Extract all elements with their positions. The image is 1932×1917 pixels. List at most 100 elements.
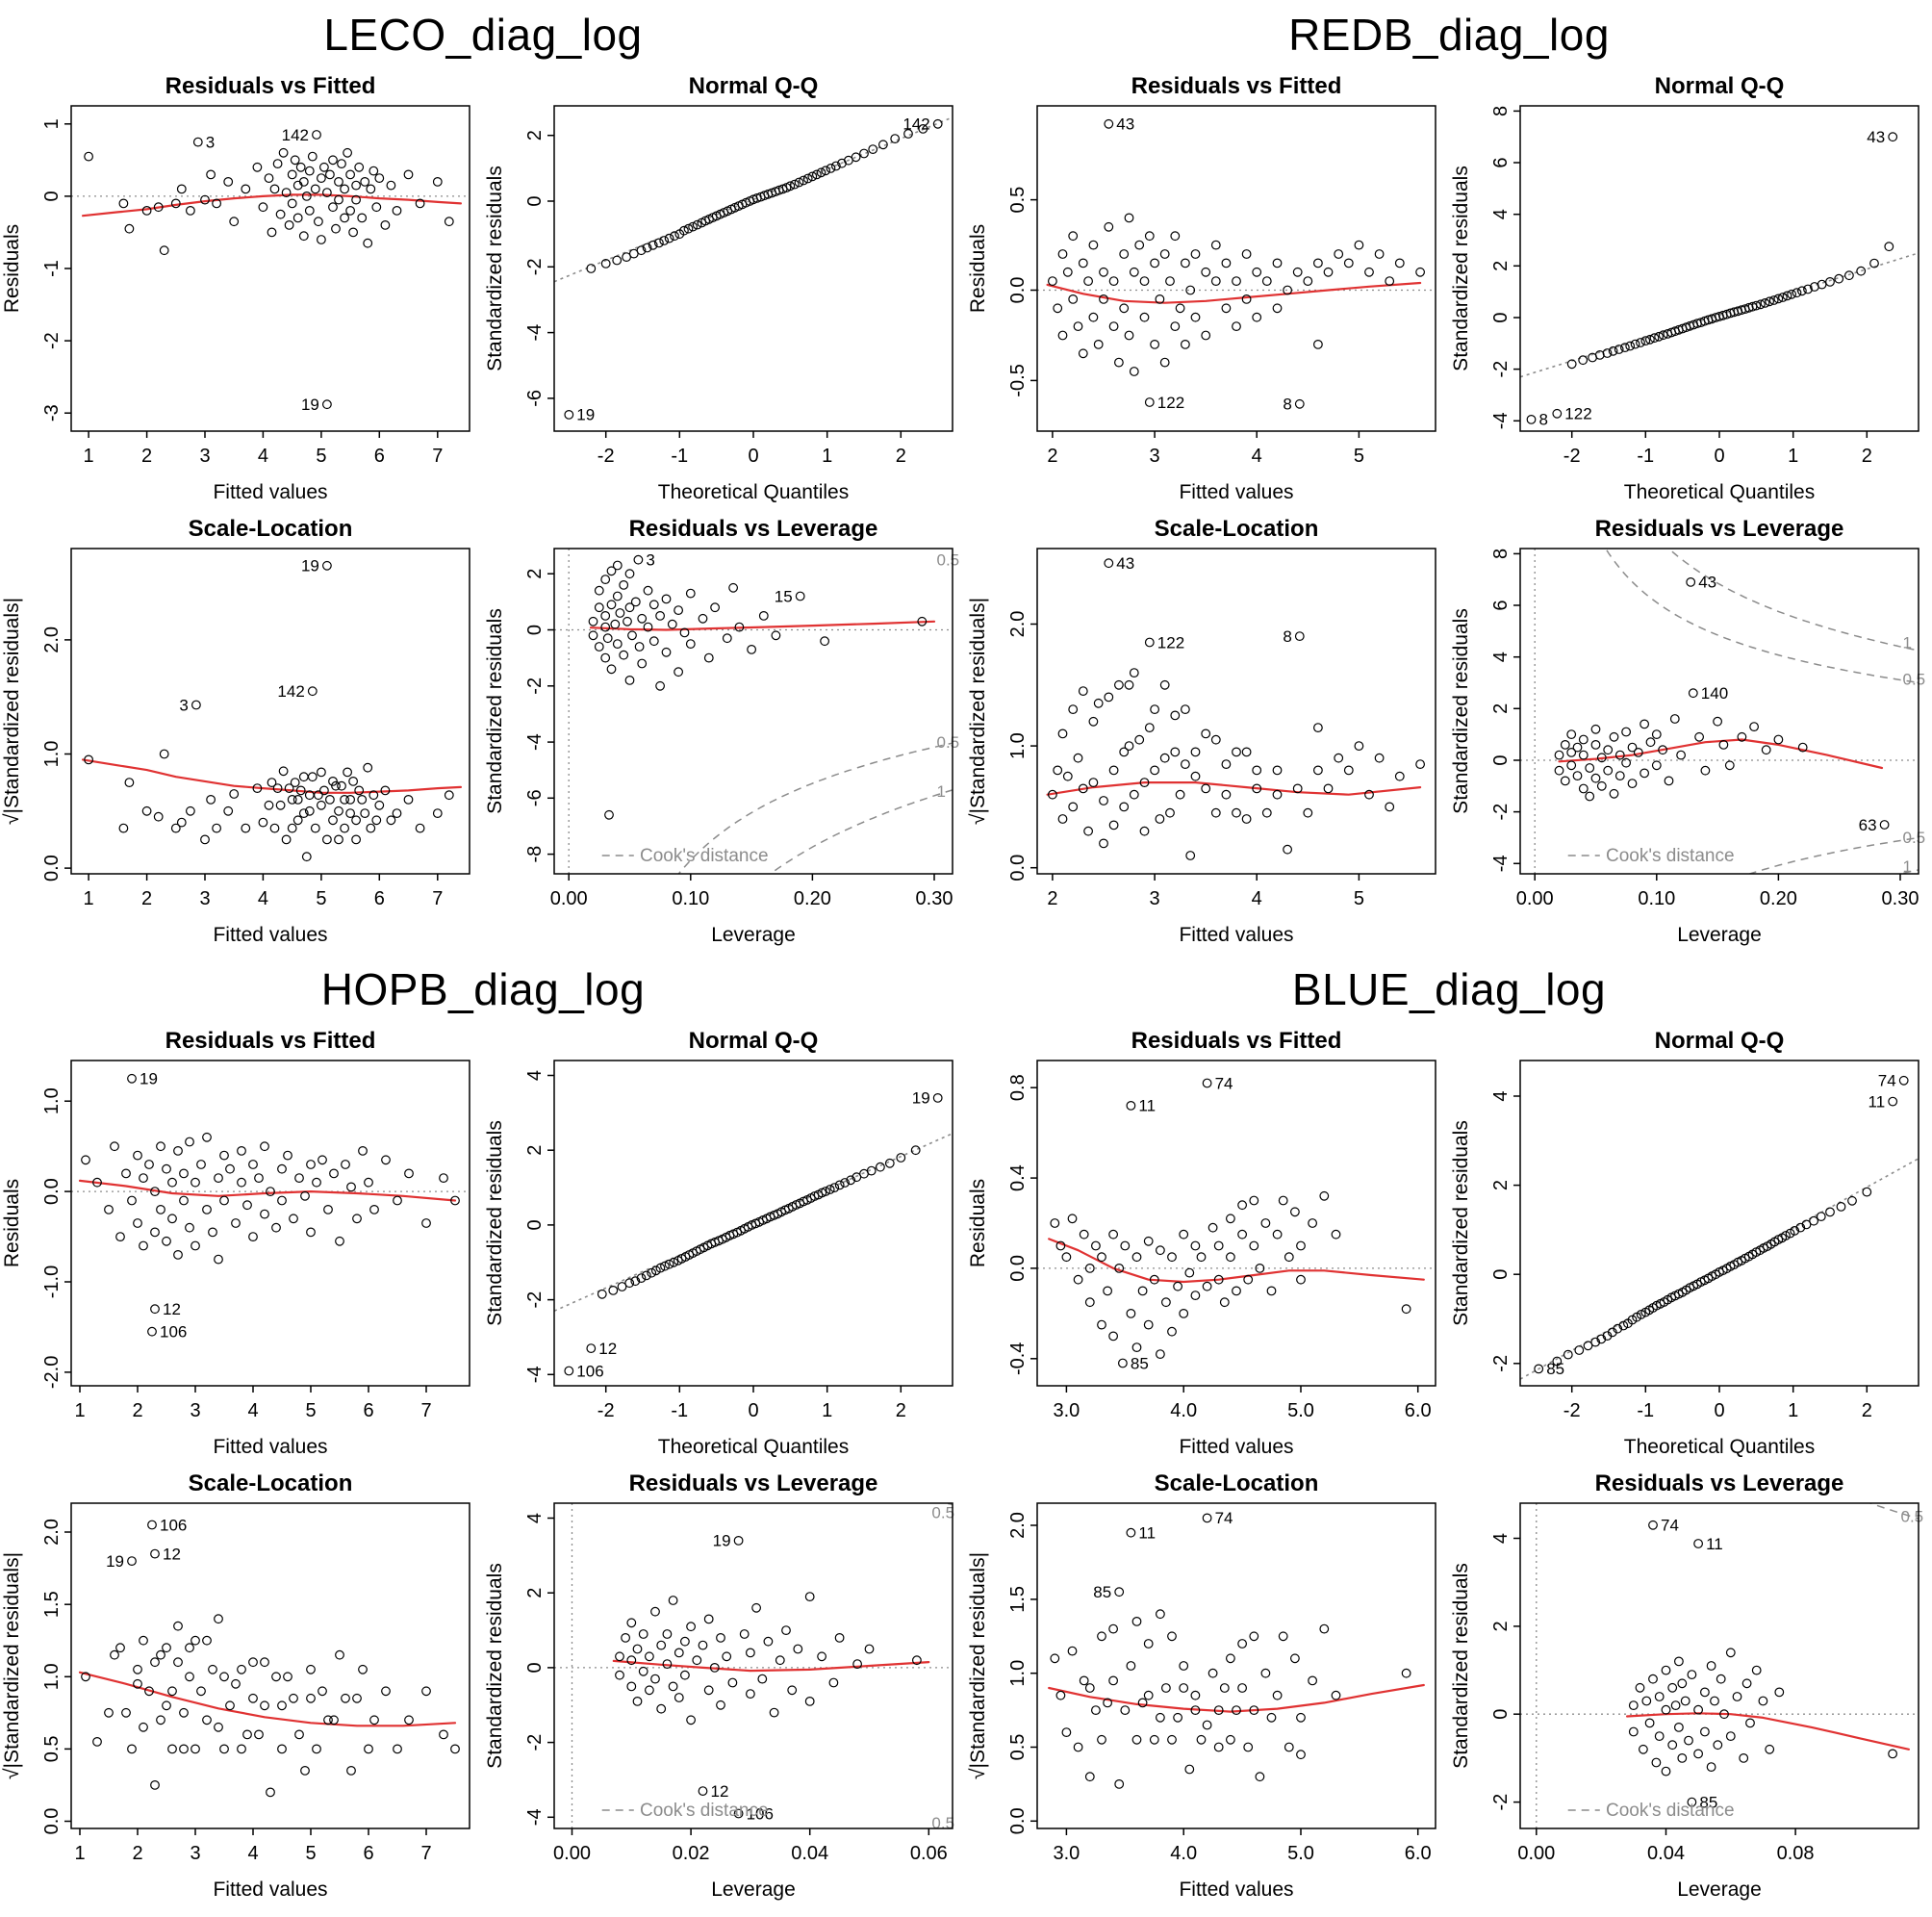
cooks-distance-contours: [677, 742, 953, 874]
x-axis-label: Fitted values: [1179, 924, 1293, 946]
point-label: 85: [1093, 1583, 1111, 1601]
axis-ticks: [1513, 110, 1868, 438]
plot-grid-top: 3 142 19 1 2 3 4 5 6 7 -3 -2 -1 0 1 Residuals vs Fitted…: [0, 69, 1932, 955]
y-axis-label: Standardized residuals: [484, 166, 506, 371]
axis-tick-labels: -2 -1 0 1 2 -4 -2 0 2 4 6 8: [1490, 106, 1872, 467]
cooks-distance-legend: Cook's distance: [1567, 846, 1735, 866]
smooth-line: [1046, 781, 1422, 796]
plot-title: Residuals vs Leverage: [1595, 516, 1844, 542]
point-label: 43: [1116, 115, 1134, 134]
axis-tick-labels: 2 3 4 5 -0.5 0.0 0.5: [1007, 187, 1364, 467]
axis-tick-labels: 1 2 3 4 5 6 70.00.51.01.52.0: [41, 1519, 432, 1864]
svg-text:1.0: 1.0: [41, 1663, 63, 1690]
x-axis-label: Fitted values: [1179, 1879, 1293, 1901]
svg-text:1: 1: [41, 118, 63, 129]
axis-ticks: [547, 573, 935, 881]
labeled-points: 74 11 85: [1648, 1517, 1723, 1811]
cooks-contour-label: 0.5: [931, 1814, 954, 1832]
svg-text:0: 0: [1490, 754, 1512, 765]
svg-text:-0.5: -0.5: [1007, 364, 1029, 396]
svg-text:3: 3: [1150, 446, 1160, 467]
svg-text:0.00: 0.00: [1517, 1843, 1555, 1864]
point-label: 3: [179, 696, 188, 714]
labeled-points: 74 11 85: [1534, 1072, 1909, 1378]
y-axis-label: Standardized residuals: [484, 1120, 506, 1326]
plot-cell: 74 11 85 -2 -1 0 1 2 -2 0 2 4 Normal Q-Q Theoretical …: [1449, 1024, 1932, 1467]
svg-text:0.00: 0.00: [550, 888, 588, 909]
cooks-contour-label: 1: [1903, 634, 1912, 652]
svg-text:4: 4: [1490, 1090, 1512, 1101]
svg-text:4: 4: [258, 446, 268, 467]
svg-text:0.30: 0.30: [1882, 888, 1919, 909]
plot-redb-qq: 43 8 122 -2 -1 0 1 2 -4 -2 0 2 4 6 8 Normal Q-Q Theoreti…: [1450, 73, 1919, 503]
plot-box: [1036, 548, 1436, 875]
labeled-points: 43 122 8: [1104, 554, 1305, 652]
svg-text:4: 4: [258, 888, 268, 909]
plot-cell: 0.5 0.5 1 3 15 Cook's distance 0.00 0.10 0.20 0.3…: [483, 512, 966, 955]
y-axis-label: √|Standardized residuals|: [1, 598, 23, 825]
cooks-contour-label: 1: [937, 782, 946, 801]
x-axis-label: Theoretical Quantiles: [1624, 481, 1815, 503]
point-label: 12: [598, 1340, 617, 1358]
labeled-points: 106 12 19: [106, 1516, 187, 1571]
cooks-contour-label: 0.5: [1903, 670, 1926, 688]
plot-box: [70, 1060, 470, 1387]
point-label: 74: [1661, 1517, 1679, 1535]
scatter-points: [84, 749, 454, 862]
plot-box: [70, 548, 470, 875]
svg-text:2: 2: [1490, 703, 1512, 714]
svg-text:Cook's distance: Cook's distance: [640, 846, 769, 866]
y-axis-label: Standardized residuals: [484, 608, 506, 814]
point-label: 19: [713, 1532, 731, 1550]
scatter-points: [1566, 242, 1894, 370]
axis-ticks: [1030, 1524, 1419, 1835]
point-label: 106: [160, 1516, 187, 1534]
svg-text:4: 4: [1490, 209, 1512, 219]
plot-leco-qq: 142 19 -2 -1 0 1 2 -6 -4 -2 0 2 Normal Q-Q Theoretica…: [484, 73, 953, 503]
labeled-points: 19 12 106: [127, 1070, 187, 1341]
svg-text:2: 2: [132, 1400, 142, 1421]
labeled-points: 3 142 19: [192, 126, 332, 414]
axis-tick-labels: -2 -1 0 1 2 -6 -4 -2 0 2: [524, 130, 906, 467]
cooks-contour-label: 0.5: [931, 1503, 954, 1521]
smooth-line: [1558, 738, 1884, 770]
x-axis-label: Leverage: [711, 1879, 796, 1901]
svg-text:6: 6: [374, 888, 385, 909]
cooks-distance-contours: [1604, 549, 1919, 874]
plot-cell: 0.5 74 11 85 Cook's distance 0.00 0.04 0.08 -2 0 2…: [1449, 1467, 1932, 1909]
svg-text:1: 1: [74, 1400, 85, 1421]
svg-text:-2: -2: [1490, 1355, 1512, 1372]
svg-text:2: 2: [896, 1400, 906, 1421]
labeled-points: 19 12 106: [698, 1532, 774, 1823]
point-label: 19: [301, 396, 319, 414]
smooth-line: [78, 1671, 457, 1727]
svg-text:6: 6: [374, 446, 385, 467]
svg-text:1: 1: [822, 1400, 832, 1421]
svg-text:Cook's distance: Cook's distance: [640, 1801, 769, 1821]
svg-text:4.0: 4.0: [1170, 1400, 1197, 1421]
plot-title: Scale-Location: [189, 1470, 353, 1496]
scatter-points: [84, 147, 454, 256]
svg-text:0.0: 0.0: [1007, 277, 1029, 304]
plot-cell: 1 0.5 0.5 1 43 140 63 Cook's distance 0.00 0.10 0.…: [1449, 512, 1932, 955]
labeled-points: 43 122 8: [1104, 115, 1305, 414]
svg-text:7: 7: [432, 446, 443, 467]
svg-text:0: 0: [524, 1662, 546, 1673]
svg-text:-3: -3: [41, 404, 63, 422]
cooks-contour-label: 0.5: [1901, 1507, 1924, 1525]
svg-text:1.5: 1.5: [1007, 1586, 1029, 1613]
svg-text:4: 4: [524, 1070, 546, 1081]
svg-text:-4: -4: [524, 733, 546, 751]
svg-text:-2: -2: [597, 446, 615, 467]
svg-text:0.8: 0.8: [1007, 1074, 1029, 1101]
plot-title: Normal Q-Q: [1655, 1028, 1785, 1054]
group-title-redb: REDB_diag_log: [1288, 10, 1610, 60]
svg-text:0.0: 0.0: [41, 1178, 63, 1205]
plot-box: [1036, 1502, 1436, 1829]
point-label: 74: [1215, 1074, 1233, 1092]
scatter-points: [1552, 1187, 1872, 1367]
